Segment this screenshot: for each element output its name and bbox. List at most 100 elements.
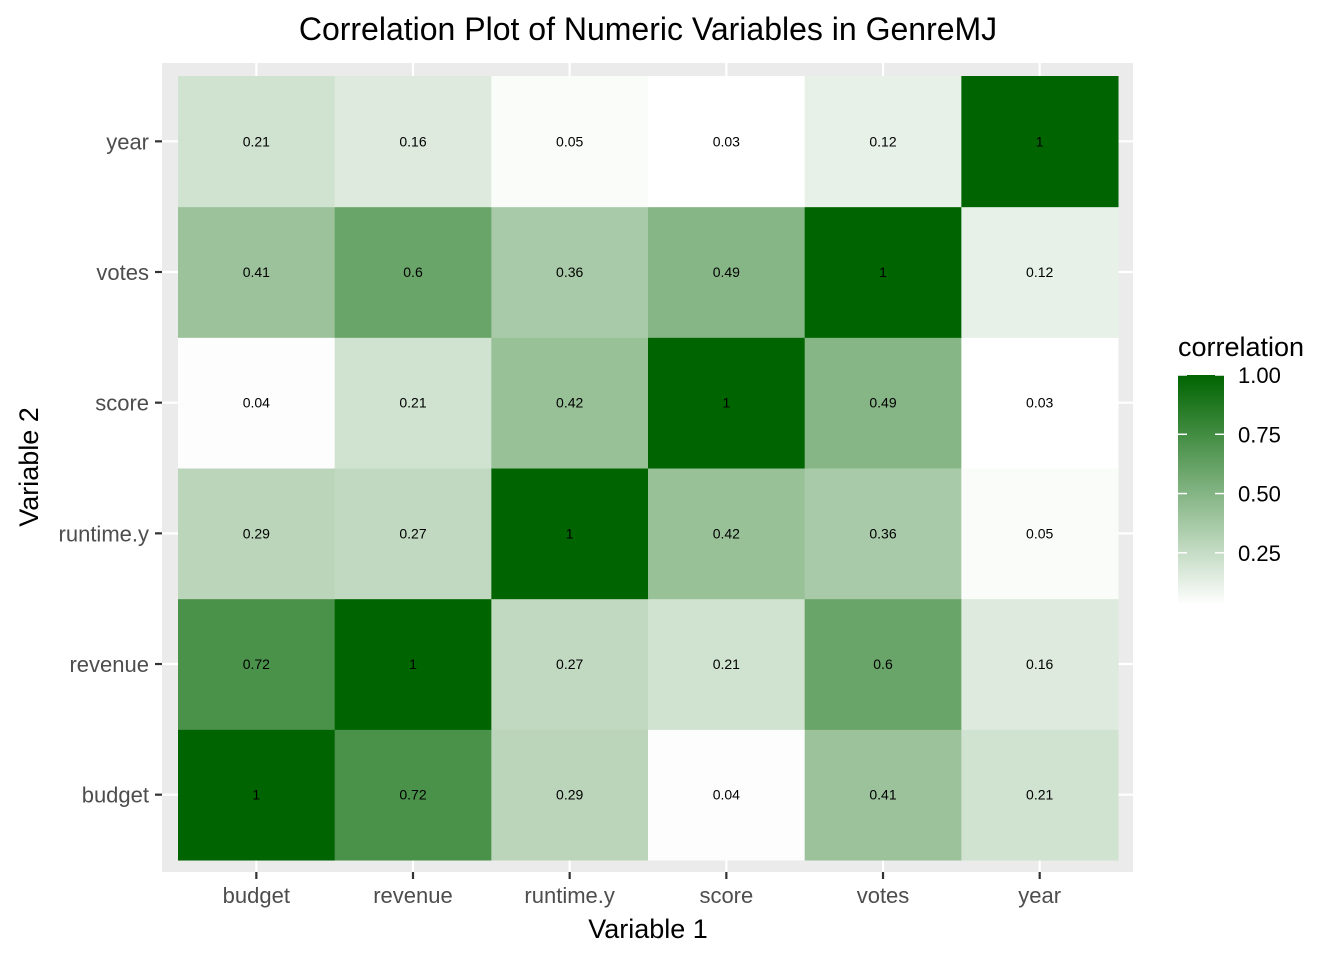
cell-value-label: 0.29 [243,525,270,541]
heatmap-cell-votes-score [804,337,962,469]
heatmap-cell-revenue-budget [334,729,492,861]
heatmap-cell-runtime.y-votes [491,206,649,338]
heatmap-cell-year-budget [961,729,1119,861]
cell-value-label: 0.6 [873,656,893,672]
cell-value-label: 0.29 [556,787,583,803]
cell-value-label: 0.05 [556,133,583,149]
heatmap-cell-votes-year [804,76,962,208]
heatmap-cell-year-score [961,337,1119,469]
cell-value-label: 0.12 [869,133,896,149]
x-tick-label: runtime.y [524,883,614,908]
y-tick-label: votes [96,260,149,285]
legend: correlation 1.00 0.75 0.50 0.25 [1178,332,1304,605]
heatmap-cell-score-year [648,76,806,208]
cell-value-label: 1 [252,787,260,803]
heatmap-cell-budget-runtime.y [178,468,336,600]
x-tick-label: year [1018,883,1061,908]
legend-tick-label: 1.00 [1238,363,1281,388]
cell-value-label: 0.05 [1026,525,1053,541]
cell-value-label: 0.21 [399,395,426,411]
cell-value-label: 0.42 [556,395,583,411]
x-tick-label: score [699,883,753,908]
cell-value-label: 0.41 [869,787,896,803]
heatmap-cell-votes-votes [804,206,962,338]
heatmap-cell-budget-budget [178,729,336,861]
cell-value-label: 0.49 [869,395,896,411]
heatmap-cell-runtime.y-year [491,76,649,208]
heatmap-cell-votes-runtime.y [804,468,962,600]
heatmap-cell-votes-budget [804,729,962,861]
cell-value-label: 0.03 [713,133,740,149]
legend-tick-label: 0.25 [1238,541,1281,566]
cell-value-label: 0.12 [1026,264,1053,280]
x-tick-label: budget [223,883,290,908]
cell-value-label: 0.49 [713,264,740,280]
heatmap-cell-year-revenue [961,598,1119,730]
heatmap-cell-score-revenue [648,598,806,730]
heatmap-cell-revenue-revenue [334,598,492,730]
y-tick-label: budget [82,783,149,808]
y-tick-label: year [106,129,149,154]
cell-value-label: 0.27 [399,525,426,541]
heatmap-cell-year-votes [961,206,1119,338]
heatmap-cell-year-year [961,76,1119,208]
x-axis-title: Variable 1 [588,914,708,944]
y-tick-label: score [95,391,149,416]
cell-value-label: 0.03 [1026,395,1053,411]
cell-value-label: 0.16 [399,133,426,149]
cell-value-label: 1 [1036,133,1044,149]
heatmap-cell-budget-year [178,76,336,208]
cell-value-label: 0.36 [869,525,896,541]
heatmap-cell-score-budget [648,729,806,861]
x-tick-label: revenue [373,883,453,908]
chart-title: Correlation Plot of Numeric Variables in… [299,11,997,47]
heatmap-cell-score-score [648,337,806,469]
cell-value-label: 0.27 [556,656,583,672]
heatmap-cell-budget-revenue [178,598,336,730]
cell-value-label: 1 [409,656,417,672]
heatmap-cells [178,76,1119,861]
legend-title: correlation [1178,332,1304,362]
heatmap-cell-year-runtime.y [961,468,1119,600]
cell-value-label: 0.41 [243,264,270,280]
legend-tick-label: 0.50 [1238,482,1281,507]
y-axis: budget revenue runtime.y score votes year [59,129,162,808]
heatmap-cell-score-votes [648,206,806,338]
heatmap-cell-runtime.y-budget [491,729,649,861]
y-tick-label: runtime.y [59,521,149,546]
heatmap-cell-score-runtime.y [648,468,806,600]
cell-value-label: 0.16 [1026,656,1053,672]
heatmap-cell-revenue-score [334,337,492,469]
cell-value-label: 1 [566,525,574,541]
heatmap-cell-runtime.y-runtime.y [491,468,649,600]
x-axis: budget revenue runtime.y score votes year [223,872,1061,908]
cell-value-label: 0.72 [243,656,270,672]
cell-value-label: 0.21 [243,133,270,149]
heatmap-cell-revenue-runtime.y [334,468,492,600]
cell-value-label: 0.72 [399,787,426,803]
cell-value-labels: 1 0.72 0.29 0.04 0.41 0.21 0.72 1 0.27 0.21 0.6 0.1… [243,133,1054,802]
legend-ticks: 1.00 0.75 0.50 0.25 [1178,363,1281,566]
cell-value-label: 0.36 [556,264,583,280]
cell-value-label: 0.04 [713,787,740,803]
heatmap-cell-budget-votes [178,206,336,338]
x-tick-label: votes [857,883,910,908]
cell-value-label: 0.42 [713,525,740,541]
heatmap-cell-runtime.y-score [491,337,649,469]
heatmap-cell-runtime.y-revenue [491,598,649,730]
legend-tick-label: 0.75 [1238,422,1281,447]
cell-value-label: 0.21 [1026,787,1053,803]
cell-value-label: 0.04 [243,395,270,411]
legend-colorbar [1178,375,1224,605]
heatmap-cell-budget-score [178,337,336,469]
heatmap-cell-revenue-year [334,76,492,208]
cell-value-label: 0.6 [403,264,423,280]
heatmap-cell-votes-revenue [804,598,962,730]
y-tick-label: revenue [69,652,149,677]
cell-value-label: 1 [879,264,887,280]
cell-value-label: 0.21 [713,656,740,672]
cell-value-label: 1 [722,395,730,411]
heatmap-cell-revenue-votes [334,206,492,338]
y-axis-title: Variable 2 [14,407,44,527]
